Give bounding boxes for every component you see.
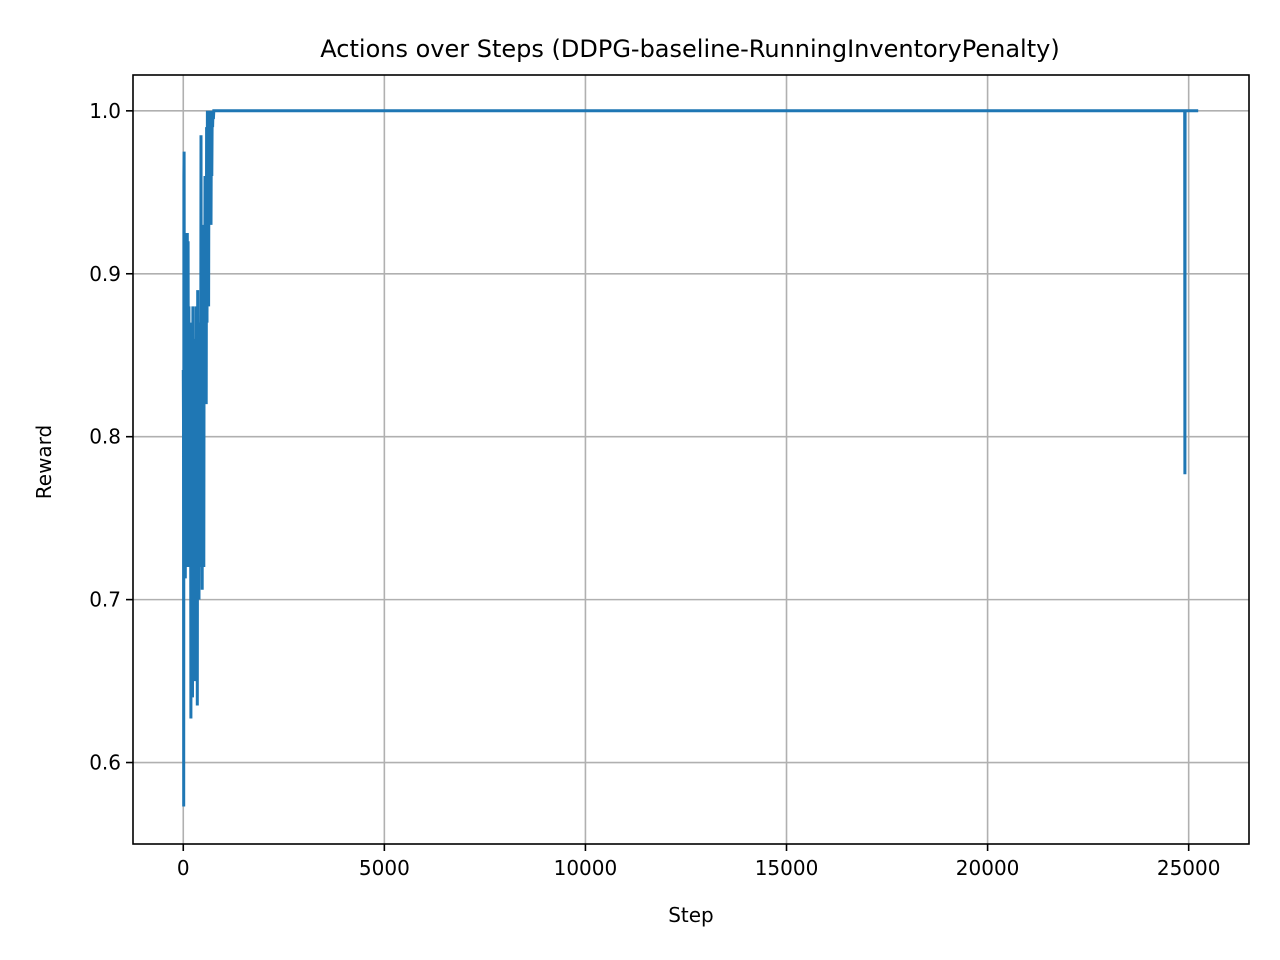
y-tick-label: 0.7 xyxy=(89,588,121,612)
chart-title: Actions over Steps (DDPG-baseline-Runnin… xyxy=(320,35,1059,63)
y-axis-title: Reward xyxy=(32,425,56,499)
y-tick-label: 0.6 xyxy=(89,751,121,775)
x-tick-label: 25000 xyxy=(1157,856,1221,880)
x-tick-label: 10000 xyxy=(554,856,618,880)
y-tick-label: 0.8 xyxy=(89,425,121,449)
x-axis-title: Step xyxy=(668,903,714,927)
x-tick-label: 5000 xyxy=(359,856,410,880)
plot-area xyxy=(181,109,1199,807)
y-tick-label: 0.9 xyxy=(89,262,121,286)
x-tick-label: 20000 xyxy=(956,856,1020,880)
axes-frame xyxy=(132,74,1250,845)
x-tick-label: 0 xyxy=(177,856,190,880)
y-axis: 0.6 0.7 0.8 0.9 1.0 xyxy=(89,99,133,775)
series-line xyxy=(181,109,1199,807)
x-axis: 0 5000 10000 15000 20000 25000 xyxy=(177,844,1221,880)
y-tick-label: 1.0 xyxy=(89,99,121,123)
x-tick-label: 15000 xyxy=(755,856,819,880)
